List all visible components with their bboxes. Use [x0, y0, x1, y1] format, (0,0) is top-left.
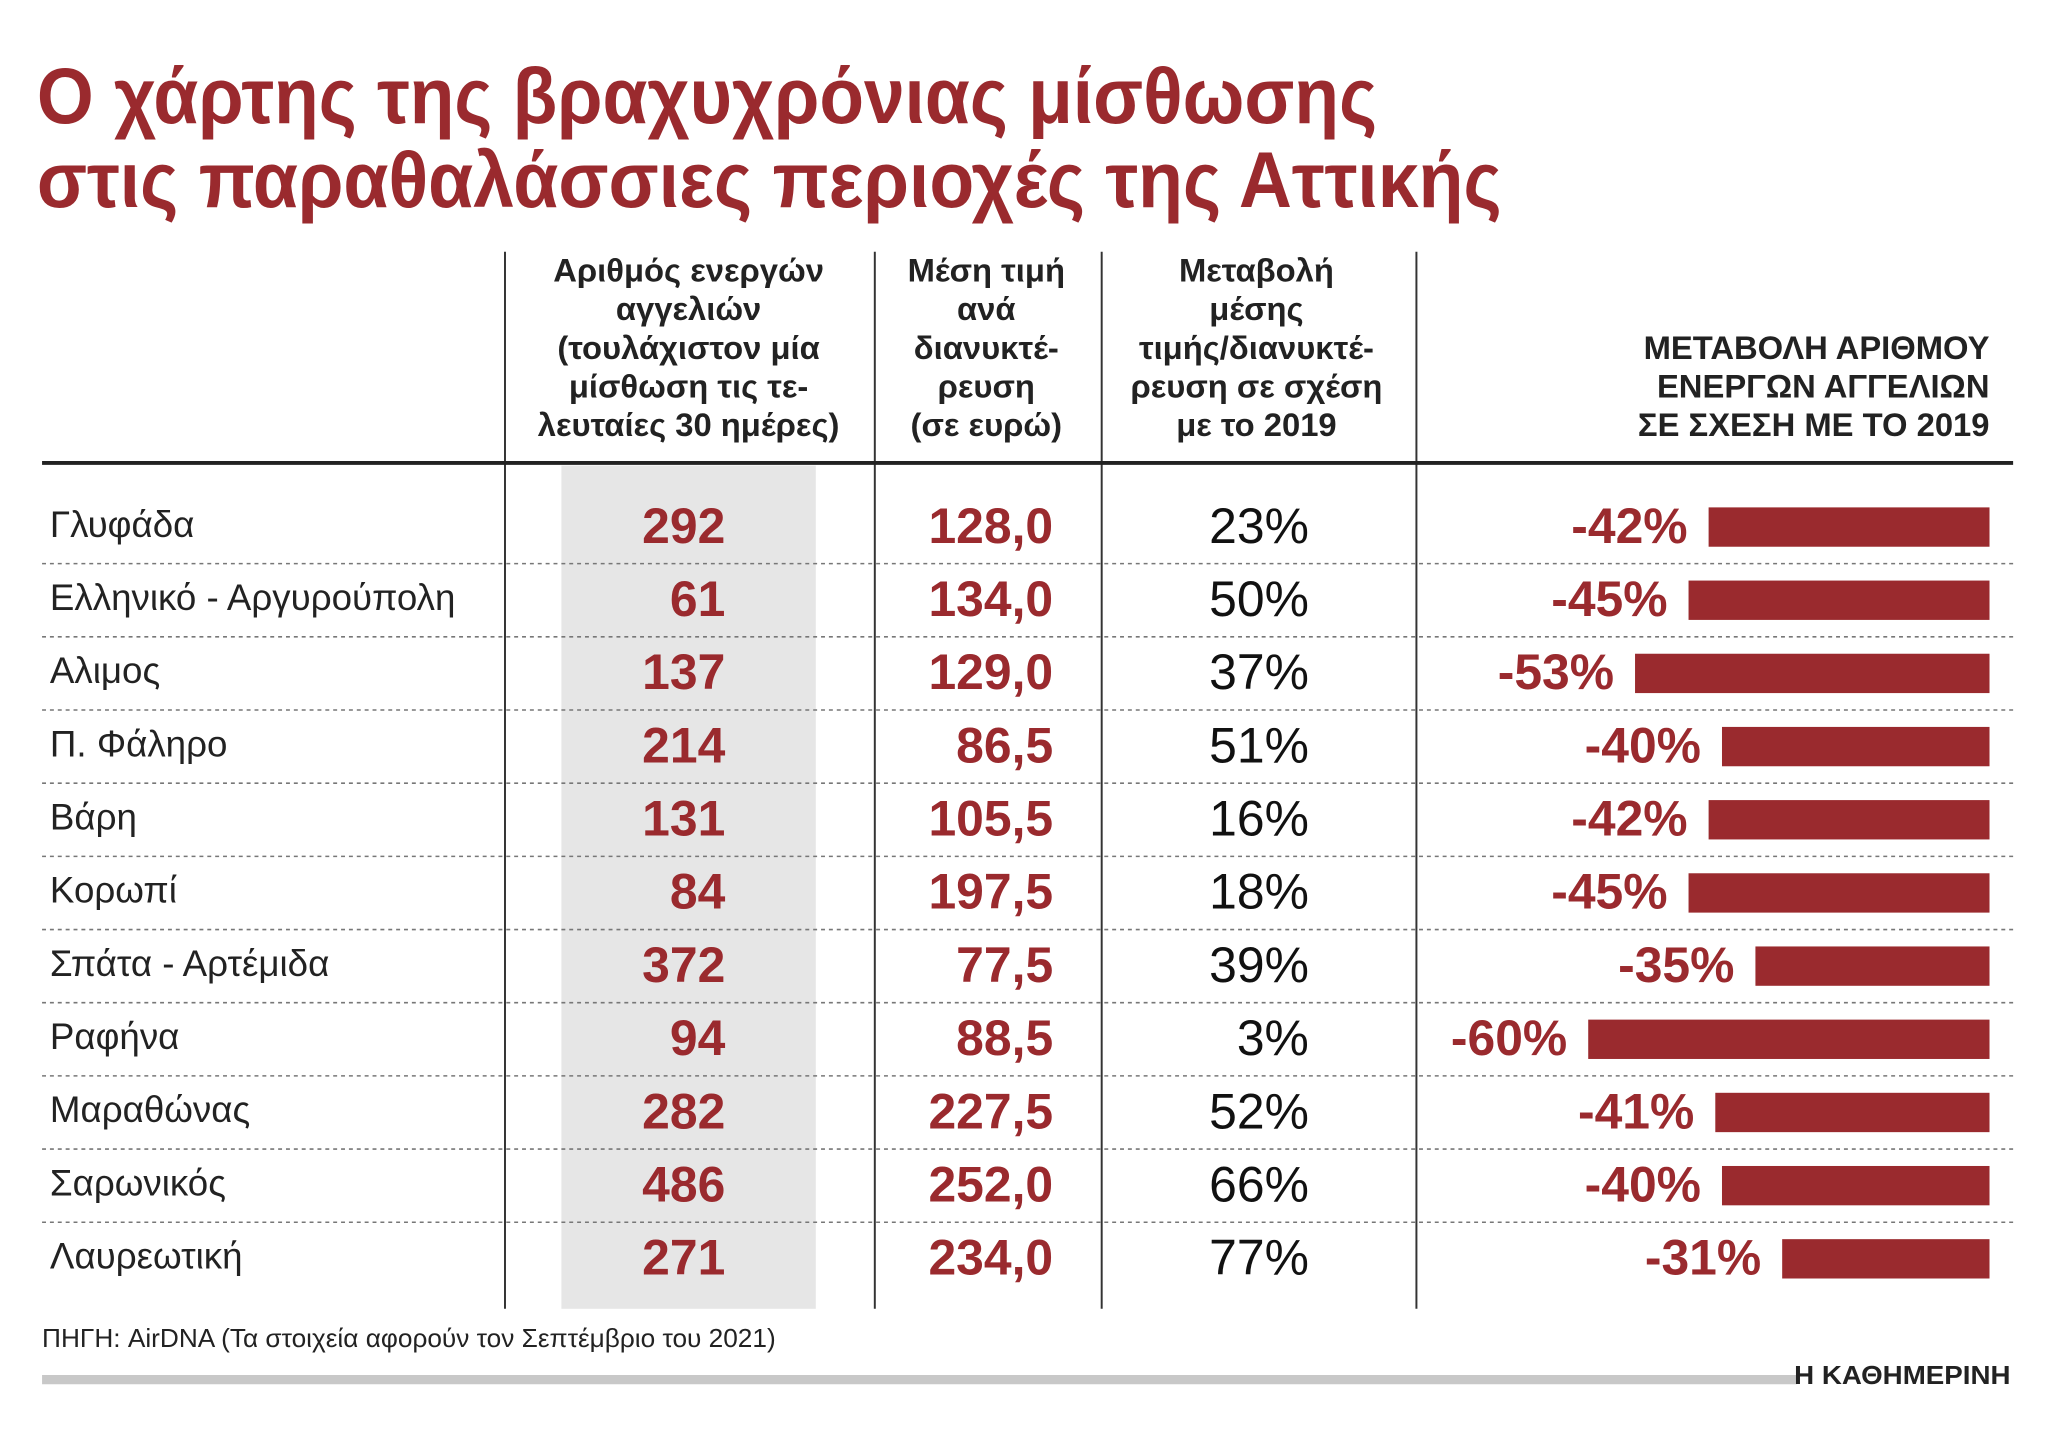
price: 77,5	[956, 937, 1053, 993]
bar	[1715, 1092, 1990, 1133]
price-change: 77%	[1209, 1230, 1309, 1286]
listings: 94	[670, 1010, 726, 1066]
area-name: Π. Φάληρο	[50, 723, 227, 764]
column-header: (τουλάχιστον μία	[557, 329, 819, 366]
listings: 282	[642, 1083, 725, 1139]
column-header: Αριθμός ενεργών	[553, 251, 824, 288]
bar	[1721, 1165, 1990, 1206]
area-name: Γλυφάδα	[50, 504, 194, 545]
bar-label: -31%	[1645, 1230, 1761, 1286]
bar-label: -60%	[1451, 1010, 1567, 1066]
price-change: 16%	[1209, 791, 1309, 847]
column-header: μίσθωση τις τε-	[569, 367, 808, 404]
price: 234,0	[928, 1230, 1053, 1286]
listings: 131	[642, 791, 725, 847]
bar	[1688, 873, 1990, 913]
price: 129,0	[928, 644, 1053, 700]
column-header: ΣΕ ΣΧΕΣΗ ΜΕ ΤΟ 2019	[1638, 406, 1990, 443]
area-name: Μαραθώνας	[50, 1089, 250, 1130]
bar-label: -45%	[1551, 864, 1667, 920]
listings: 372	[642, 937, 725, 993]
column-header: Μέση τιμή	[908, 251, 1065, 288]
listings: 486	[642, 1156, 725, 1212]
price-change: 37%	[1209, 644, 1309, 700]
area-name: Κορωπί	[50, 870, 177, 911]
bar	[1588, 1019, 1990, 1059]
bar-label: -40%	[1585, 717, 1701, 773]
bar-label: -42%	[1571, 498, 1687, 554]
column-header: Μεταβολή	[1179, 251, 1334, 288]
listings: 292	[642, 498, 725, 554]
column-header: (σε ευρώ)	[911, 406, 1062, 443]
bar-label: -42%	[1571, 791, 1687, 847]
price: 197,5	[928, 864, 1053, 920]
listings: 84	[670, 864, 726, 920]
listings: 137	[642, 644, 725, 700]
column-header: λευταίες 30 ημέρες)	[538, 406, 840, 443]
price-change: 39%	[1209, 937, 1309, 993]
column-header: ρευση σε σχέση	[1130, 367, 1382, 404]
price: 252,0	[928, 1156, 1053, 1212]
column-header: διανυκτέ-	[914, 329, 1059, 366]
column-header: ρευση	[938, 367, 1035, 404]
source: ΠΗΓΗ: AirDNA (Τα στοιχεία αφορούν τον Σε…	[42, 1323, 776, 1353]
column-header: ΕΝΕΡΓΩΝ ΑΓΓΕΛΙΩΝ	[1657, 367, 1990, 404]
price: 134,0	[928, 571, 1053, 627]
area-name: Σπάτα - Αρτέμιδα	[50, 943, 329, 984]
price: 128,0	[928, 498, 1053, 554]
bar	[1688, 580, 1990, 620]
column-header: με το 2019	[1176, 406, 1336, 443]
area-name: Ελληνικό - Αργυρούπολη	[50, 577, 455, 618]
price: 86,5	[956, 717, 1053, 773]
price-change: 66%	[1209, 1156, 1309, 1212]
listings: 61	[670, 571, 725, 627]
bar-label: -41%	[1578, 1083, 1694, 1139]
bar	[1635, 653, 1990, 694]
column-header: ΜΕΤΑΒΟΛΗ ΑΡΙΘΜΟΥ	[1644, 329, 1990, 366]
price-change: 51%	[1209, 717, 1309, 773]
area-name: Ραφήνα	[50, 1016, 179, 1057]
bar-label: -40%	[1585, 1156, 1701, 1212]
price: 105,5	[928, 791, 1053, 847]
title: Ο χάρτης της βραχυχρόνιας μίσθωσης	[37, 52, 1377, 140]
column-header: μέσης	[1209, 290, 1303, 327]
column-header: τιμής/διανυκτέ-	[1139, 329, 1374, 366]
price-change: 3%	[1237, 1010, 1309, 1066]
area-name: Λαυρεωτική	[50, 1236, 243, 1277]
bar	[1782, 1239, 1990, 1279]
area-name: Αλιμος	[50, 650, 160, 691]
bar	[1721, 726, 1990, 767]
listings: 271	[642, 1230, 725, 1286]
bar-label: -45%	[1551, 571, 1667, 627]
bar	[1755, 946, 1990, 986]
price-change: 23%	[1209, 498, 1309, 554]
title: στις παραθαλάσσιες περιοχές της Αττικής	[37, 136, 1502, 224]
bar-label: -53%	[1498, 644, 1614, 700]
listings: 214	[642, 717, 725, 773]
bar	[1708, 507, 1990, 547]
bar	[1708, 800, 1990, 840]
column-header: ανά	[957, 290, 1016, 327]
column-band	[561, 465, 816, 1309]
area-name: Σαρωνικός	[50, 1162, 226, 1203]
price: 227,5	[928, 1083, 1053, 1139]
price-change: 50%	[1209, 571, 1309, 627]
price: 88,5	[956, 1010, 1053, 1066]
bar-label: -35%	[1618, 937, 1734, 993]
price-change: 52%	[1209, 1083, 1309, 1139]
column-header: αγγελιών	[616, 290, 761, 327]
brand: Η ΚΑΘΗΜΕΡΙΝΗ	[1794, 1360, 2010, 1390]
area-name: Βάρη	[50, 796, 137, 837]
price-change: 18%	[1209, 864, 1309, 920]
